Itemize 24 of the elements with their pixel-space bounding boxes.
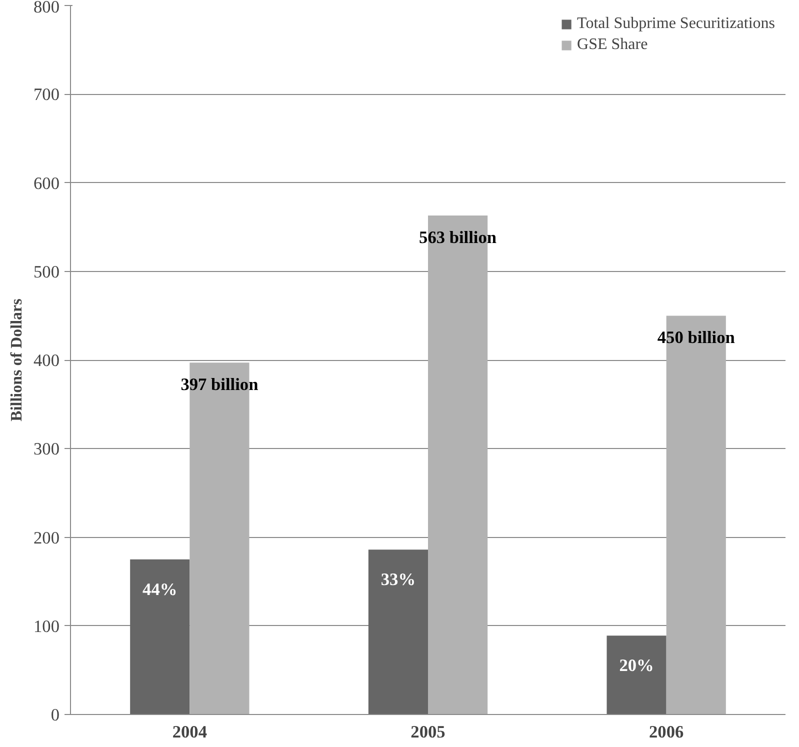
legend-label: GSE Share xyxy=(577,36,648,54)
data-label: 563 billion xyxy=(419,228,497,248)
x-tick-label: 2005 xyxy=(410,722,446,742)
y-tick-label: 600 xyxy=(34,174,60,193)
data-label: 450 billion xyxy=(657,328,736,348)
bar xyxy=(130,559,190,714)
y-tick-label: 300 xyxy=(34,440,60,459)
y-axis-title: Billions of Dollars xyxy=(8,298,26,422)
y-tick-label: 700 xyxy=(34,85,60,104)
y-tick-label: 100 xyxy=(34,616,60,636)
legend-label: Total Subprime Securitizations xyxy=(577,15,775,33)
bar xyxy=(606,636,666,714)
x-tick-label: 2006 xyxy=(649,722,684,742)
y-tick-label: 500 xyxy=(34,262,60,282)
y-tick-label: 800 xyxy=(34,0,60,16)
y-tick-label: 200 xyxy=(34,528,60,548)
annotation: 33% xyxy=(380,570,416,590)
x-tick-label: 2004 xyxy=(172,722,208,742)
data-label: 397 billion xyxy=(180,375,259,394)
annotation: 44% xyxy=(142,580,178,599)
y-tick-label: 400 xyxy=(34,351,60,370)
bar xyxy=(368,550,428,714)
y-tick-label: 0 xyxy=(50,706,60,724)
annotation: 20% xyxy=(619,656,654,676)
